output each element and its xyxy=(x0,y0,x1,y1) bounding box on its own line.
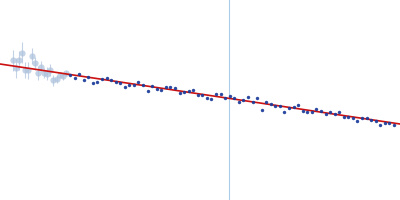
Point xyxy=(277,104,283,107)
Point xyxy=(386,122,393,125)
Point xyxy=(199,93,206,96)
Point xyxy=(309,110,315,114)
Point xyxy=(222,96,228,100)
Point xyxy=(245,96,251,99)
Point xyxy=(158,88,164,92)
Point xyxy=(345,116,352,119)
Point xyxy=(377,123,384,126)
Point xyxy=(190,89,196,92)
Point xyxy=(290,106,297,109)
Point xyxy=(300,109,306,112)
Point xyxy=(194,93,201,97)
Point xyxy=(327,111,333,114)
Point xyxy=(144,89,151,92)
Point xyxy=(313,107,320,111)
Point xyxy=(254,97,260,100)
Point xyxy=(99,77,105,80)
Point xyxy=(208,97,215,100)
Point xyxy=(368,118,374,121)
Point xyxy=(263,100,270,103)
Point xyxy=(131,84,137,87)
Point xyxy=(94,80,100,84)
Point xyxy=(240,98,247,101)
Point xyxy=(236,100,242,103)
Point xyxy=(71,76,78,80)
Point xyxy=(103,76,110,80)
Point xyxy=(336,111,342,114)
Point xyxy=(154,87,160,90)
Point xyxy=(226,94,233,97)
Point xyxy=(382,121,388,124)
Point xyxy=(304,111,310,114)
Point xyxy=(117,81,123,84)
Point xyxy=(258,108,265,112)
Point xyxy=(126,84,132,87)
Point xyxy=(272,104,278,108)
Point xyxy=(80,78,87,81)
Point xyxy=(359,116,365,119)
Point xyxy=(364,117,370,120)
Point xyxy=(354,120,361,123)
Point xyxy=(213,93,219,96)
Point xyxy=(90,81,96,85)
Point xyxy=(350,116,356,120)
Point xyxy=(295,103,301,106)
Point xyxy=(341,116,347,119)
Point xyxy=(76,72,82,75)
Point xyxy=(286,106,292,110)
Point xyxy=(172,86,178,89)
Point xyxy=(108,79,114,82)
Point xyxy=(112,80,119,83)
Point xyxy=(332,112,338,116)
Point xyxy=(281,110,288,113)
Point xyxy=(85,75,92,78)
Point xyxy=(181,91,187,94)
Point xyxy=(140,83,146,86)
Point xyxy=(268,103,274,106)
Point xyxy=(231,97,238,100)
Point xyxy=(122,85,128,88)
Point xyxy=(391,124,397,127)
Point xyxy=(204,96,210,100)
Point xyxy=(217,92,224,95)
Point xyxy=(322,113,329,116)
Point xyxy=(176,92,183,95)
Point xyxy=(167,85,174,88)
Point xyxy=(67,73,73,76)
Point xyxy=(249,100,256,104)
Point xyxy=(163,86,169,89)
Point xyxy=(135,80,142,84)
Point xyxy=(186,90,192,93)
Point xyxy=(149,84,155,88)
Point xyxy=(318,110,324,113)
Point xyxy=(372,119,379,123)
